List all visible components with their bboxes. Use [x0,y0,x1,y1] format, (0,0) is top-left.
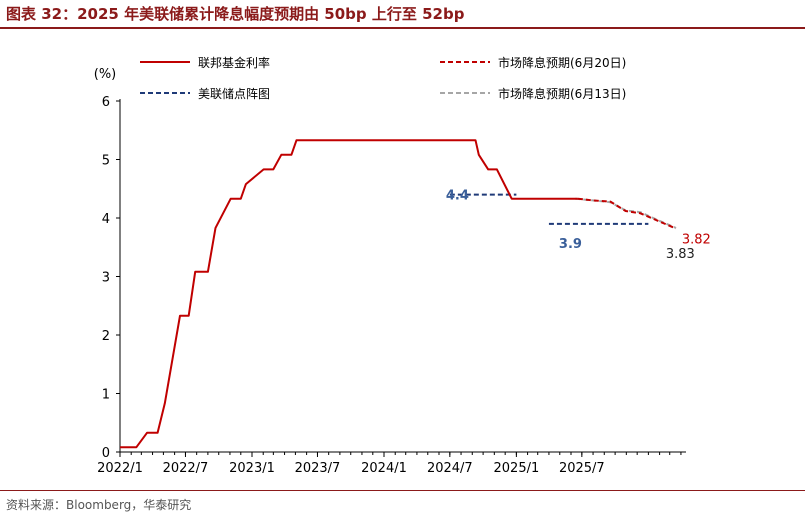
x-tick-label: 2022/7 [163,461,209,476]
legend-label-3: 市场降息预期(6月13日) [498,86,626,101]
y-tick-label: 6 [102,95,110,110]
x-tick-label: 2023/7 [295,461,341,476]
series-layer [120,139,677,449]
data-label-3: 3.83 [666,247,695,262]
source-rule [0,490,805,491]
x-tick-label: 2023/1 [229,461,275,476]
x-tick-label: 2022/1 [97,461,143,476]
x-tick-label: 2024/1 [361,461,407,476]
title-rule [0,27,805,29]
x-tick-label: 2025/7 [559,461,605,476]
chart-title: 图表 32：2025 年美联储累计降息幅度预期由 50bp 上行至 52bp [6,5,465,23]
y-tick-label: 1 [102,388,110,403]
series-line-0 [120,139,578,449]
series-line-1 [577,197,677,230]
legend-label-2: 美联储点阵图 [198,86,270,101]
y-tick-label: 2 [102,329,110,344]
legend: 联邦基金利率 市场降息预期(6月20日) 美联储点阵图 市场降息预期(6月13日) [140,55,626,101]
annotations: 4.4 3.9 3.823.83 [446,189,711,262]
axes: 0 1 2 3 4 5 6 (%) 2022/1 2022/7 2023/1 2023/7 2024/1… [94,67,686,476]
x-tick-label: 2025/1 [494,461,540,476]
y-axis-label: (%) [94,67,117,82]
legend-label-0: 联邦基金利率 [198,55,270,70]
x-tick-label: 2024/7 [427,461,473,476]
y-tick-label: 0 [102,446,110,461]
legend-label-1: 市场降息预期(6月20日) [498,55,626,70]
data-label-2: 3.82 [682,233,711,248]
y-tick-label: 5 [102,154,110,169]
source-note: 资料来源：Bloomberg，华泰研究 [6,498,192,512]
y-tick-label: 4 [102,212,110,227]
data-label-0: 4.4 [446,189,469,204]
data-label-1: 3.9 [559,237,582,252]
y-tick-label: 3 [102,271,110,286]
